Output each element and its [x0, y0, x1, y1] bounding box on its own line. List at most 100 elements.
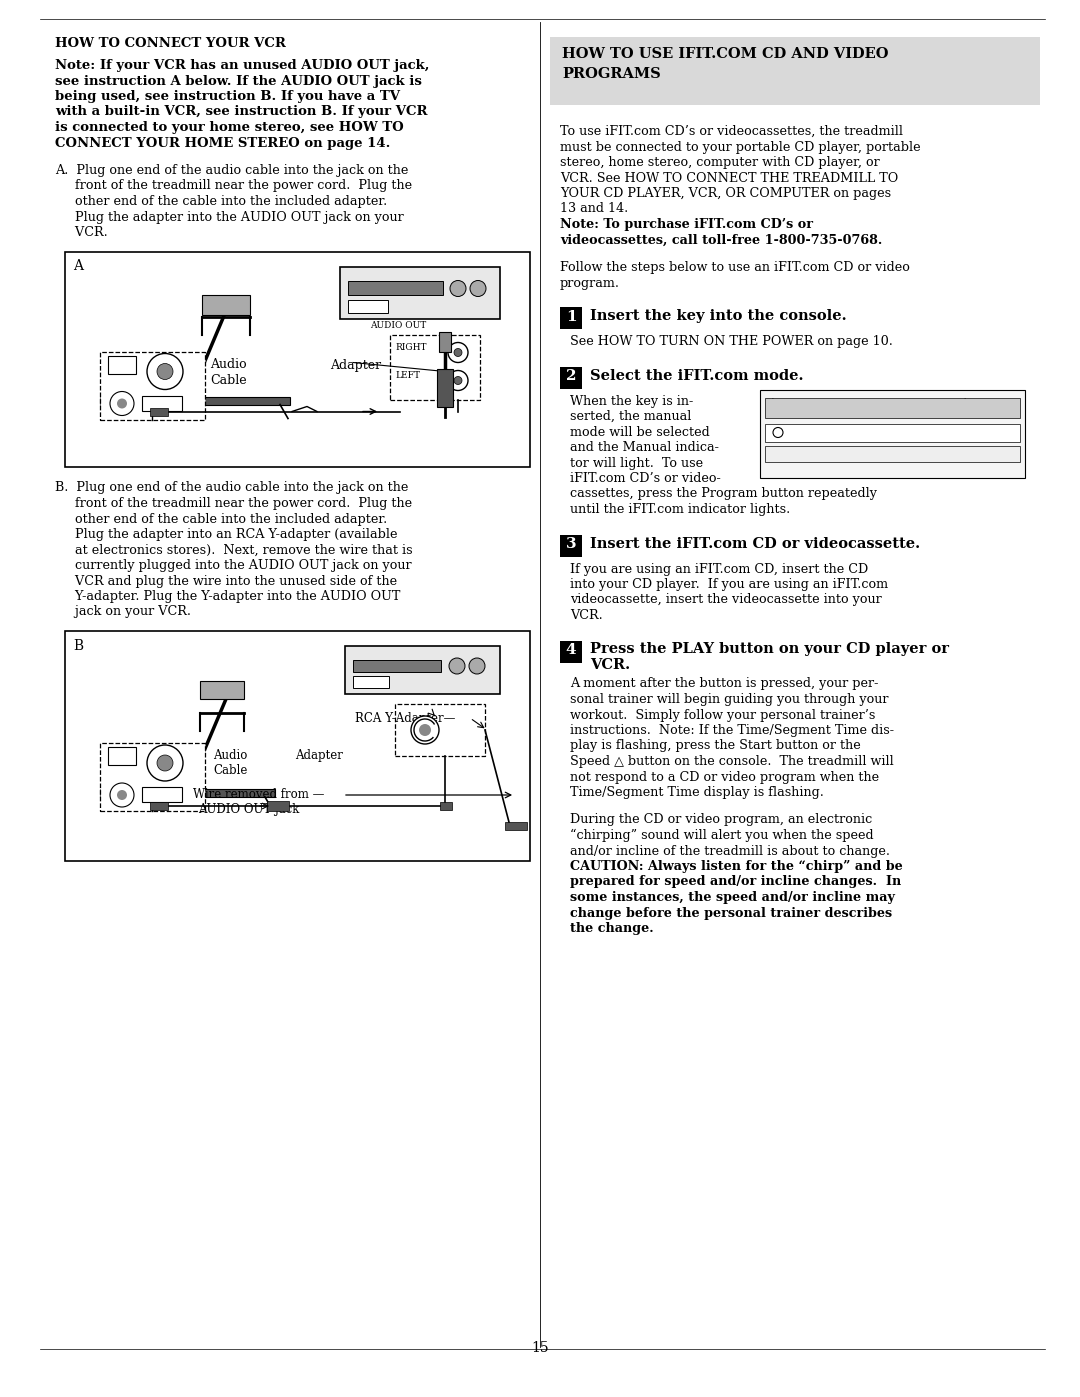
Text: 40: 40	[770, 398, 780, 405]
Circle shape	[157, 754, 173, 771]
Bar	[561, 535, 582, 556]
Text: B.  Plug one end of the audio cable into the jack on the: B. Plug one end of the audio cable into …	[55, 482, 408, 495]
Bar	[760, 390, 1025, 478]
Bar	[65, 631, 530, 861]
Bar	[267, 800, 289, 812]
Text: During the CD or video program, an electronic: During the CD or video program, an elect…	[570, 813, 873, 827]
Text: 1: 1	[566, 310, 577, 324]
Text: into your CD player.  If you are using an iFIT.com: into your CD player. If you are using an…	[570, 578, 888, 591]
Text: until the iFIT.com indicator lights.: until the iFIT.com indicator lights.	[570, 503, 791, 515]
Bar	[765, 446, 1020, 461]
Text: some instances, the speed and/or incline may: some instances, the speed and/or incline…	[570, 891, 895, 904]
Text: When the key is in-: When the key is in-	[570, 394, 693, 408]
Text: To use iFIT.com CD’s or videocassettes, the treadmill: To use iFIT.com CD’s or videocassettes, …	[561, 124, 903, 138]
Text: A: A	[73, 260, 83, 274]
Text: See HOW TO TURN ON THE POWER on page 10.: See HOW TO TURN ON THE POWER on page 10.	[570, 335, 893, 348]
Text: Time/Segment Time display is flashing.: Time/Segment Time display is flashing.	[570, 787, 824, 799]
Bar	[200, 680, 244, 698]
Text: Adapter: Adapter	[330, 359, 381, 372]
Text: 30: 30	[834, 398, 843, 405]
Text: Wire removed from —: Wire removed from —	[193, 788, 324, 800]
Circle shape	[469, 658, 485, 673]
Bar	[505, 821, 527, 830]
Circle shape	[110, 391, 134, 415]
Circle shape	[147, 353, 183, 390]
Bar	[108, 355, 136, 373]
Bar	[561, 366, 582, 388]
Text: mode will be selected: mode will be selected	[570, 426, 710, 439]
Text: instructions.  Note: If the Time/Segment Time dis-: instructions. Note: If the Time/Segment …	[570, 724, 894, 738]
Bar	[345, 645, 500, 694]
Text: tor will light.  To use: tor will light. To use	[570, 457, 703, 469]
Text: RIGHT: RIGHT	[395, 342, 427, 352]
Text: cassettes, press the Program button repeatedly: cassettes, press the Program button repe…	[570, 488, 877, 500]
Bar	[348, 299, 388, 313]
Text: VCR.: VCR.	[570, 609, 603, 622]
Text: with a built-in VCR, see instruction B. If your VCR: with a built-in VCR, see instruction B. …	[55, 106, 428, 119]
Text: HOW TO CONNECT YOUR VCR: HOW TO CONNECT YOUR VCR	[55, 36, 286, 50]
Circle shape	[448, 370, 468, 391]
Text: iFIT.com CD’s or video-: iFIT.com CD’s or video-	[570, 472, 720, 485]
Text: sonal trainer will begin guiding you through your: sonal trainer will begin guiding you thr…	[570, 693, 889, 705]
Text: Follow the steps below to use an iFIT.com CD or video: Follow the steps below to use an iFIT.co…	[561, 261, 909, 274]
Text: other end of the cable into the included adapter.: other end of the cable into the included…	[55, 196, 388, 208]
Text: and the Manual indica-: and the Manual indica-	[570, 441, 719, 454]
Bar	[100, 397, 291, 405]
Text: YOUR CD PLAYER, VCR, OR COMPUTER on pages: YOUR CD PLAYER, VCR, OR COMPUTER on page…	[561, 187, 891, 200]
Text: FIT.com: FIT.com	[792, 425, 828, 434]
Bar	[100, 352, 205, 419]
Text: Press the PLAY button on your CD player or: Press the PLAY button on your CD player …	[590, 643, 949, 657]
Text: RCA Y-Adapter—: RCA Y-Adapter—	[355, 712, 456, 725]
Text: CONNECT YOUR HOME STEREO on page 14.: CONNECT YOUR HOME STEREO on page 14.	[55, 137, 390, 149]
Circle shape	[448, 342, 468, 362]
Text: videocassettes, call toll-free 1-800-735-0768.: videocassettes, call toll-free 1-800-735…	[561, 233, 882, 246]
Text: program.: program.	[561, 277, 620, 289]
Bar	[353, 676, 389, 687]
Bar	[440, 802, 453, 810]
Circle shape	[450, 281, 465, 296]
Bar	[100, 789, 275, 798]
Text: A.  Plug one end of the audio cable into the jack on the: A. Plug one end of the audio cable into …	[55, 163, 408, 177]
Text: HOW TO USE IFIT.COM CD AND VIDEO: HOW TO USE IFIT.COM CD AND VIDEO	[562, 47, 889, 61]
Bar	[561, 640, 582, 662]
Text: not respond to a CD or video program when the: not respond to a CD or video program whe…	[570, 771, 879, 784]
Text: being used, see instruction B. If you have a TV: being used, see instruction B. If you ha…	[55, 89, 400, 103]
Text: 10: 10	[962, 398, 972, 405]
Text: Select the iFIT.com mode.: Select the iFIT.com mode.	[590, 369, 804, 383]
Bar	[390, 334, 480, 400]
Circle shape	[147, 745, 183, 781]
Text: AUDIO OUT jack: AUDIO OUT jack	[198, 803, 299, 816]
Text: 20: 20	[899, 398, 908, 405]
Text: ⚠WARNING: To reduce risk of serious injury,: ⚠WARNING: To reduce risk of serious inju…	[768, 447, 907, 453]
Text: currently plugged into the AUDIO OUT jack on your: currently plugged into the AUDIO OUT jac…	[55, 559, 411, 571]
Text: must be connected to your portable CD player, portable: must be connected to your portable CD pl…	[561, 141, 920, 154]
Text: Plug the adapter into the AUDIO OUT jack on your: Plug the adapter into the AUDIO OUT jack…	[55, 211, 404, 224]
Text: Speed △ button on the console.  The treadmill will: Speed △ button on the console. The tread…	[570, 754, 894, 768]
Text: front of the treadmill near the power cord.  Plug the: front of the treadmill near the power co…	[55, 179, 413, 193]
Text: workout.  Simply follow your personal trainer’s: workout. Simply follow your personal tra…	[570, 708, 876, 721]
Text: 15: 15	[531, 1341, 549, 1355]
Bar	[202, 295, 249, 314]
Bar	[438, 331, 451, 352]
Circle shape	[454, 377, 462, 384]
Text: i: i	[786, 425, 789, 434]
Text: Audio: Audio	[210, 359, 246, 372]
Circle shape	[419, 724, 431, 736]
Bar	[100, 743, 205, 812]
Text: play is flashing, press the Start button or the: play is flashing, press the Start button…	[570, 739, 861, 753]
Bar	[353, 659, 441, 672]
Text: i  n  t  e  r  a  c  t: i n t e r a c t	[850, 426, 914, 433]
Text: 13 and 14.: 13 and 14.	[561, 203, 629, 215]
Text: prepared for speed and/or incline changes.  In: prepared for speed and/or incline change…	[570, 876, 901, 888]
Bar	[437, 369, 453, 407]
Text: VCR. See HOW TO CONNECT THE TREADMILL TO: VCR. See HOW TO CONNECT THE TREADMILL TO	[561, 172, 899, 184]
Text: If you are using an iFIT.com CD, insert the CD: If you are using an iFIT.com CD, insert …	[570, 563, 868, 576]
Text: 2: 2	[566, 369, 577, 384]
Circle shape	[110, 782, 134, 807]
Text: Plug the adapter into an RCA Y-adapter (available: Plug the adapter into an RCA Y-adapter (…	[55, 528, 397, 541]
Text: CAUTION: Always listen for the “chirp” and be: CAUTION: Always listen for the “chirp” a…	[570, 861, 903, 873]
Text: Adapter: Adapter	[295, 749, 342, 761]
Text: B: B	[73, 638, 83, 652]
Bar	[348, 281, 443, 295]
Text: Insert the key into the console.: Insert the key into the console.	[590, 309, 847, 323]
